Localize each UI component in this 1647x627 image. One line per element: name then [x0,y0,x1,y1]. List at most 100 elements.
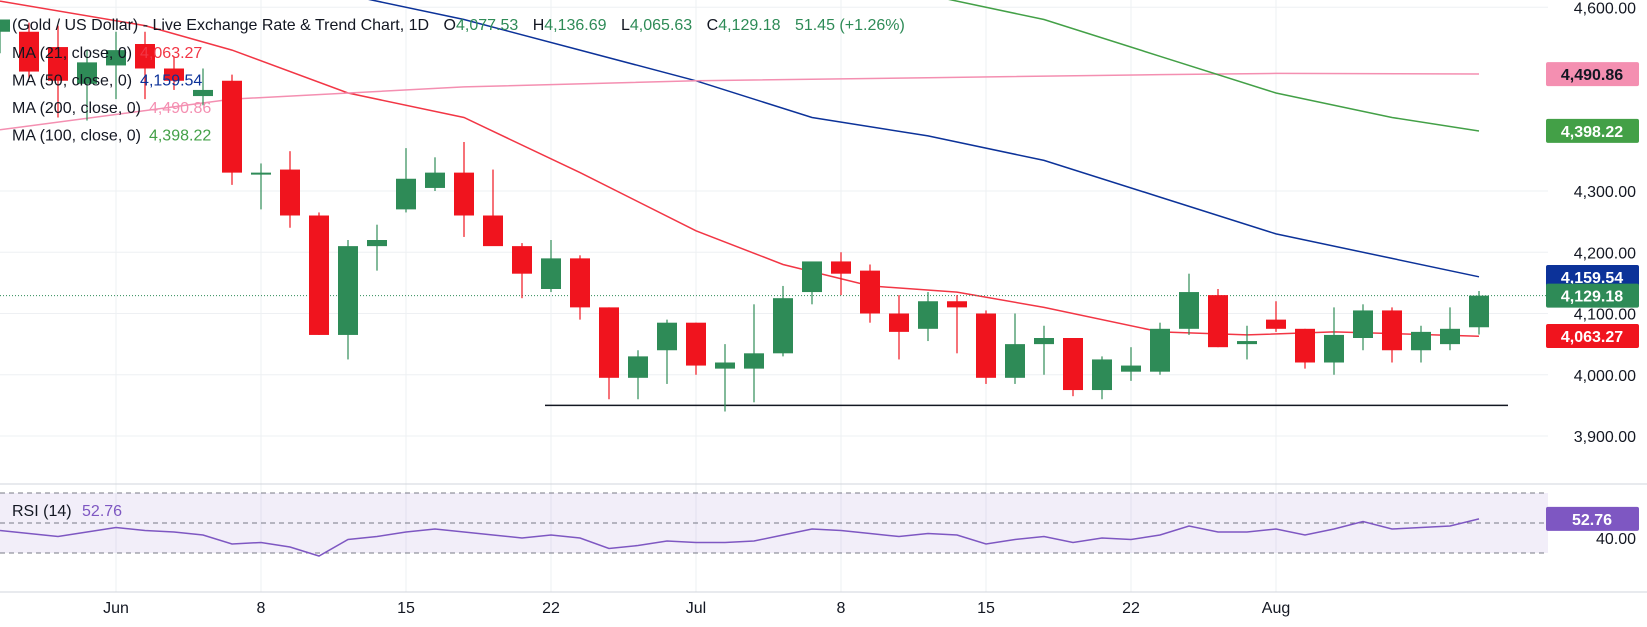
price-tag: 4,159.54 [1546,265,1639,290]
ma-legend-value: 4,159.54 [140,73,202,90]
candle [0,19,10,54]
candle [280,151,300,228]
candle [1295,328,1315,369]
candle-body [1440,328,1460,345]
candle [831,252,851,296]
candle-body [657,322,677,351]
candle-body [106,50,126,66]
x-tick-label: 22 [1122,600,1140,617]
candle-body [309,215,329,335]
candle-body [1150,328,1170,372]
candle-body [193,89,213,97]
candle-body [77,62,97,84]
rsi-legend-label: RSI (14) [12,503,72,520]
ma-line [948,0,1480,132]
price-tags: 4,490.86 4,398.22 4,159.54 4,129.18 4,063.27 [1546,62,1639,348]
candle [1353,304,1373,351]
candle-body [338,246,358,335]
price-tag-box [1546,118,1639,143]
low-label: L [621,17,630,34]
candle [454,142,474,237]
price-tag-box [1546,283,1639,308]
candle-body [918,301,938,329]
candle [251,163,271,210]
price-tag-label: 4,159.54 [1561,270,1623,287]
candle-body [570,258,590,308]
x-tick-label: 8 [837,600,846,617]
candle [164,56,184,90]
time-axis[interactable]: Jun 8 15 22 Jul 8 15 22 Aug [103,600,1290,617]
open-label: O [444,17,456,34]
candle-body [1005,344,1025,378]
candle [541,240,561,293]
candle [222,74,242,185]
candle [1208,289,1228,348]
candle [1237,325,1257,360]
candle [193,68,213,106]
candle-body [976,313,996,378]
candle-body [628,356,648,378]
candle-body [48,47,68,81]
candle-body [19,31,39,72]
candle-body [454,172,474,216]
x-tick-label: Jun [103,600,129,617]
candle-body [0,19,10,32]
price-tag: 4,490.86 [1546,62,1639,87]
candle-body [802,261,822,293]
candle-body [164,68,184,81]
candlesticks [0,19,1489,412]
candle [1469,291,1489,335]
candle-body [1353,310,1373,338]
candle [657,319,677,384]
candle-body [773,298,793,354]
x-tick-label: 15 [977,600,995,617]
candle [1063,338,1083,397]
x-tick-label: Aug [1262,600,1290,617]
candle [686,322,706,375]
candle-body [1382,310,1402,351]
ma-legend-label: MA (200, close, 0) [12,100,141,117]
price-tag-label: 4,129.18 [1561,289,1623,306]
candle [1005,313,1025,384]
candle-body [686,322,706,366]
candle [396,148,416,213]
low-value: 4,065.63 [630,17,692,34]
candle-body [425,172,445,188]
candle [1440,307,1460,351]
candle-body [947,301,967,308]
y-tick-label: 4,000.00 [1574,368,1636,385]
y-tick-label: 4,600.00 [1574,0,1636,17]
chart-legend: (Gold / US Dollar) - Live Exchange Rate … [12,17,905,145]
rsi-tick-label: 40.00 [1596,531,1636,548]
candle [106,31,126,100]
x-tick-label: 15 [397,600,415,617]
price-tag-label: 4,398.22 [1561,124,1623,141]
ma-legend-label: MA (21, close, 0) [12,45,132,62]
close-value: 4,129.18 [718,17,780,34]
y-tick-label: 4,300.00 [1574,184,1636,201]
candle-body [1324,334,1344,363]
candle [483,169,503,247]
candle-body [135,44,155,69]
y-tick-label: 4,100.00 [1574,307,1636,324]
candle [425,157,445,191]
y-tick-label: 4,200.00 [1574,245,1636,262]
ma-legend-value: 4,063.27 [140,45,202,62]
ma-legend-value: 4,490.86 [149,100,211,117]
candle [338,240,358,360]
x-tick-label: 22 [542,600,560,617]
candle [773,285,793,357]
candle [48,25,68,118]
ma-legend-item: MA (200, close, 0) 4,490.86 [12,100,211,117]
rsi-pane: 40.00 52.76 [0,492,1639,557]
price-axis[interactable]: 4,600.00 4,300.00 4,200.00 4,100.00 4,000.00… [1574,0,1636,446]
rsi-legend: RSI (14) 52.76 [12,503,122,520]
candle-body [1063,338,1083,391]
ma-line [0,72,1480,131]
candle-body [1469,295,1489,328]
candle [715,344,735,412]
candle [889,295,909,360]
open-value: 4,077.53 [456,17,518,34]
candle-body [541,258,561,289]
